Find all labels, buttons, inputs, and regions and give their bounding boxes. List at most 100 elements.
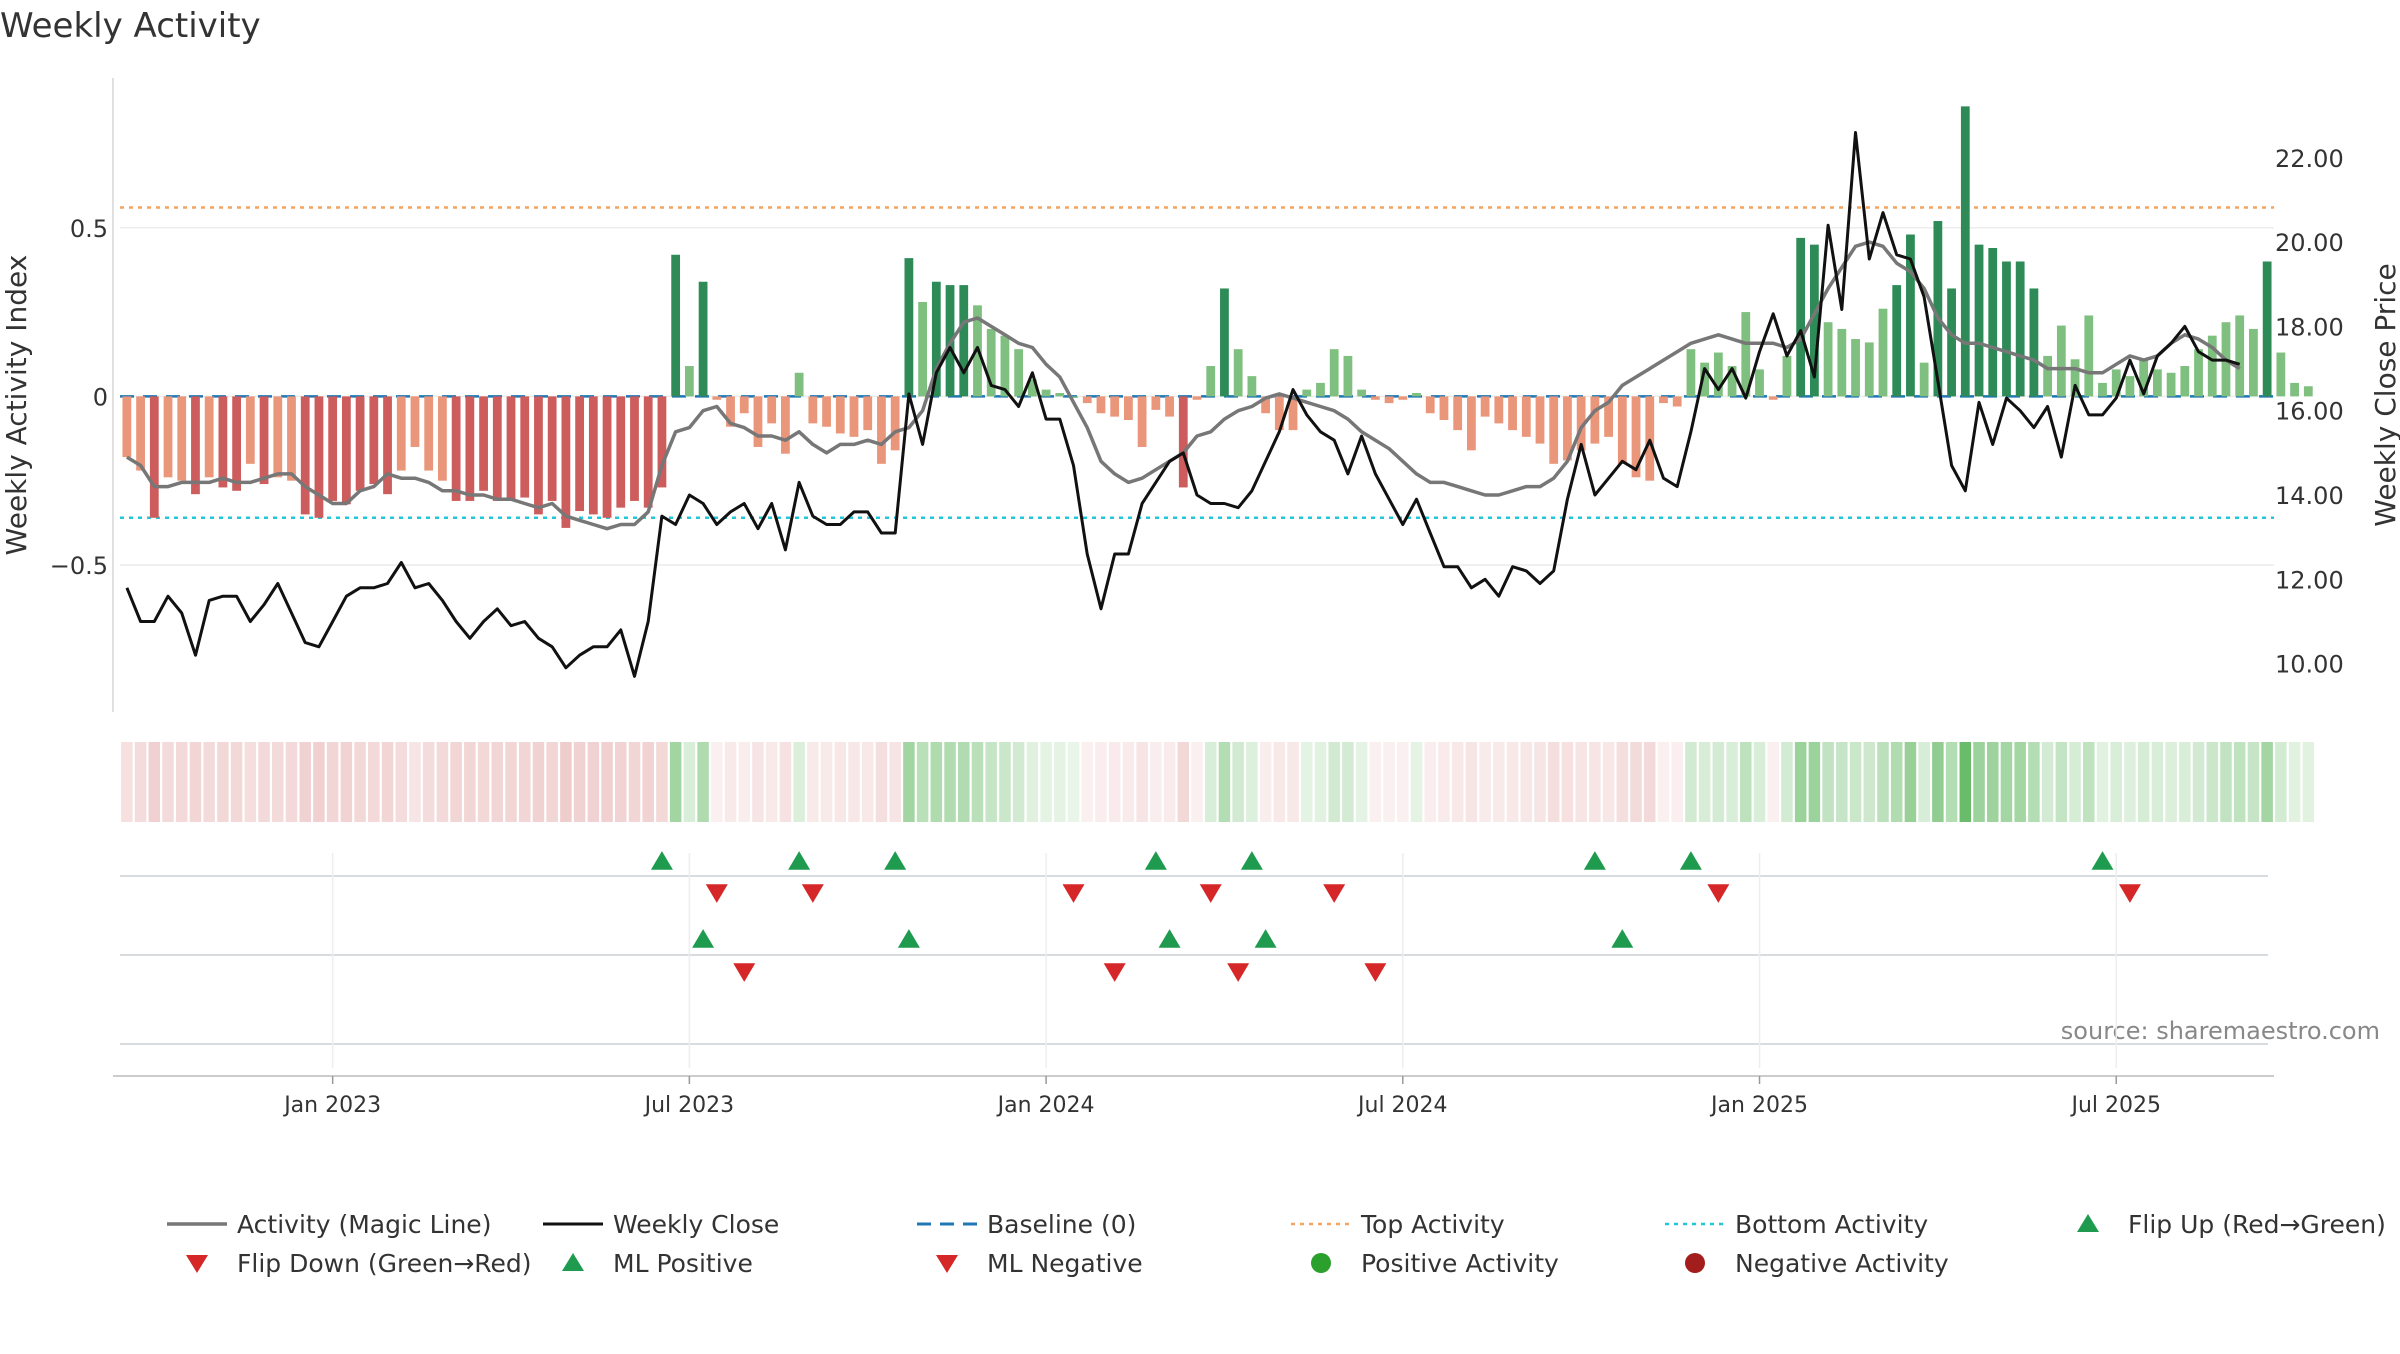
heat-strip-cell (1630, 742, 1642, 822)
heat-strip-cell (1671, 742, 1683, 822)
x-tick-label: Jan 2024 (996, 1093, 1095, 1118)
heat-strip-cell (340, 742, 353, 822)
activity-bar (588, 396, 598, 515)
heat-strip-cell (985, 742, 997, 822)
heat-strip-cell (1108, 742, 1121, 822)
activity-bar (355, 396, 365, 491)
heat-strip-cell (765, 742, 778, 822)
heat-strip-cell (422, 742, 435, 822)
activity-bar (2249, 328, 2258, 397)
flip-down-marker (1323, 884, 1346, 903)
activity-bar (1645, 396, 1655, 481)
heat-strip-cell (2110, 742, 2122, 822)
activity-bar (2015, 261, 2025, 397)
activity-bar (1960, 106, 1970, 397)
heat-strip-cell (560, 742, 572, 822)
heat-strip-cell (1918, 742, 1930, 822)
y-tick-label-right: 20.00 (2275, 229, 2344, 257)
legend-label: Flip Down (Green→Red) (237, 1249, 532, 1278)
heat-strip-cell (1959, 742, 1972, 822)
heat-strip-cell (1397, 742, 1409, 822)
heat-strip-cell (409, 742, 421, 822)
activity-bar (684, 366, 694, 397)
heat-strip-cell (2055, 742, 2068, 822)
activity-bar (465, 396, 475, 501)
activity-bar (959, 285, 969, 397)
activity-bar (2002, 261, 2011, 397)
activity-bar (2029, 288, 2039, 397)
activity-bar (1082, 396, 1092, 404)
activity-bar (2139, 359, 2149, 397)
activity-bar (616, 396, 626, 508)
activity-bar (163, 396, 173, 478)
heat-strip-cell (889, 742, 901, 822)
heat-strip-cell (848, 742, 860, 822)
heat-strip-cell (1095, 742, 1107, 822)
y-tick-label-right: 22.00 (2275, 145, 2344, 173)
activity-bar (136, 396, 145, 471)
activity-bar (1165, 396, 1174, 417)
legend-swatch (936, 1255, 958, 1273)
heat-strip-cell (1369, 742, 1382, 822)
heat-strip-cell (491, 742, 504, 822)
ml-positive-marker (1254, 929, 1277, 948)
heat-strip-cell (1424, 742, 1436, 822)
heat-strip-cell (505, 742, 517, 822)
heat-strip-cell (1973, 742, 1985, 822)
heat-strip-cell (916, 742, 929, 822)
heat-strip-cell (1836, 742, 1848, 822)
activity-bar (1782, 355, 1792, 397)
heat-strip-cell (299, 742, 311, 822)
heat-strip-cell (1040, 742, 1052, 822)
flip-up-marker (884, 851, 907, 870)
activity-bar (808, 396, 818, 424)
activity-bar (424, 396, 434, 471)
heat-strip-cell (1067, 742, 1080, 822)
legend-label: Top Activity (1360, 1210, 1505, 1239)
heat-strip-cell (2014, 742, 2026, 822)
heat-strip-cell (121, 742, 133, 822)
heat-strip-cell (861, 742, 874, 822)
heat-strip-cell (1438, 742, 1450, 822)
heat-strip-cell (244, 742, 257, 822)
heat-strip-cell (1465, 742, 1478, 822)
heat-strip-cell (189, 742, 202, 822)
activity-bar (2056, 325, 2066, 397)
heat-strip-cell (711, 742, 723, 822)
heat-strip-cell (1506, 742, 1519, 822)
activity-bar (1288, 396, 1298, 431)
activity-bar (1892, 285, 1902, 397)
heat-strip-cell (1410, 742, 1423, 822)
activity-bar (479, 396, 488, 491)
heat-strip-cell (793, 742, 805, 822)
heat-strip-cell (2220, 742, 2232, 822)
activity-bar (753, 396, 763, 447)
legend-swatch (186, 1255, 208, 1273)
activity-bar (1947, 288, 1956, 397)
heat-strip-cell (2275, 742, 2287, 822)
x-tick-label: Jan 2023 (282, 1093, 381, 1118)
heat-strip-cell (2233, 742, 2246, 822)
heat-strip-cell (1685, 742, 1697, 822)
legend-label: Activity (Magic Line) (237, 1210, 491, 1239)
y-tick-label-left: 0.5 (70, 215, 108, 243)
heat-strip-cell (1355, 742, 1368, 822)
activity-bar (1384, 396, 1394, 404)
heat-strip-cell (2069, 742, 2081, 822)
heat-strip-cell (779, 742, 792, 822)
activity-bar (341, 396, 351, 505)
activity-bar (1398, 396, 1408, 400)
activity-bar (918, 301, 927, 397)
activity-bar (1933, 221, 1943, 397)
flip-down-marker (1707, 884, 1730, 903)
activity-bar (1686, 349, 1696, 397)
heat-strip-cell (2083, 742, 2095, 822)
activity-bar (575, 396, 585, 512)
activity-bar (122, 396, 132, 458)
heat-strip-cell (381, 742, 394, 822)
heat-strip-cell (1493, 742, 1505, 822)
activity-bar (602, 396, 612, 518)
legend-label: ML Positive (613, 1249, 753, 1278)
legend-swatch (2077, 1214, 2099, 1232)
heat-strip-cell (175, 742, 188, 822)
